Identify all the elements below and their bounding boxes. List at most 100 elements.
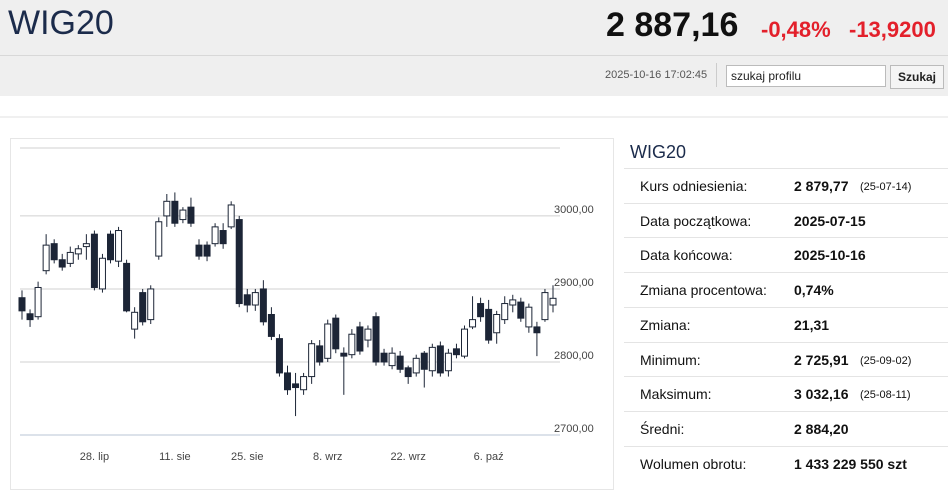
candle-body <box>139 292 147 323</box>
candle-body <box>235 219 243 305</box>
stats-label: Średni: <box>640 420 685 437</box>
candle-body <box>275 338 283 374</box>
candle-body <box>203 244 211 257</box>
candle-body <box>179 209 187 221</box>
candle-body <box>243 294 251 306</box>
candle-body <box>461 328 468 357</box>
candle-body <box>477 303 485 318</box>
candle-body <box>356 326 364 352</box>
candle-body <box>364 328 372 341</box>
x-tick-label: 28. lip <box>80 451 109 463</box>
candle-body <box>388 352 396 367</box>
stats-note: (25-07-14) <box>860 181 912 193</box>
x-tick-label: 11. sie <box>159 451 191 463</box>
candle-body <box>98 257 106 290</box>
candle-body <box>549 297 557 306</box>
timestamp: 2025-10-16 17:02:45 <box>605 69 708 81</box>
stats-row: Data końcowa: 2025-10-16 <box>624 237 948 272</box>
price: 2 887,16 <box>606 6 739 44</box>
x-tick-label: 22. wrz <box>390 451 425 463</box>
stats-row: Zmiana procentowa: 0,74% <box>624 272 948 307</box>
candle-body <box>18 297 26 312</box>
y-tick-label: 3000,00 <box>554 204 594 216</box>
stats-row: Data początkowa: 2025-07-15 <box>624 202 948 238</box>
candle-body <box>34 286 42 318</box>
stats-value: 0,74% <box>794 282 834 299</box>
candle-body <box>324 323 332 359</box>
y-tick-label: 2800,00 <box>554 350 594 362</box>
candle-body <box>316 345 324 363</box>
candle-body <box>74 248 82 255</box>
candle-body <box>195 244 203 257</box>
candle-body <box>187 206 195 224</box>
stats-label: Kurs odniesienia: <box>640 178 748 194</box>
candle-body <box>452 348 460 356</box>
stats-label: Maksimum: <box>640 386 712 403</box>
candle-body <box>107 233 114 261</box>
candle-body <box>404 367 412 378</box>
candle-body <box>227 204 235 228</box>
candle-body <box>348 333 356 356</box>
candle-body <box>171 200 179 224</box>
candle-body <box>115 230 123 262</box>
candle-body <box>372 316 380 363</box>
stats-row: Wolumen obrotu: 1 433 229 550 szt <box>624 445 948 481</box>
stats-row: Średni: 2 884,20 <box>624 410 948 446</box>
search-button[interactable]: Szukaj <box>890 65 944 89</box>
stats-label: Data początkowa: <box>640 212 752 229</box>
stats-note: (25-08-11) <box>860 389 911 402</box>
candle-body <box>90 233 98 288</box>
candle-body <box>420 352 428 370</box>
candle-body <box>284 372 291 391</box>
y-tick-label: 2700,00 <box>554 423 594 435</box>
candle-body <box>211 226 219 245</box>
candle-body <box>58 259 66 268</box>
candle-body <box>251 292 259 306</box>
stats-label: Zmiana: <box>640 316 691 333</box>
stats-value: 2025-07-15 <box>794 212 866 229</box>
stats-value: 21,31 <box>794 316 830 333</box>
candle-body <box>412 357 420 374</box>
candle-body <box>300 376 308 391</box>
change-pct: -0,48% <box>761 17 831 42</box>
x-tick-label: 8. wrz <box>313 451 342 463</box>
candle-body <box>267 314 275 337</box>
candle-body <box>380 352 388 363</box>
candle-body <box>396 355 404 370</box>
separator <box>0 55 948 56</box>
candle-body <box>501 303 509 321</box>
stats-row: Zmiana: 21,31 <box>624 306 948 342</box>
candle-body <box>444 352 452 372</box>
candle-body <box>533 326 541 334</box>
candle-body <box>42 244 50 272</box>
stats-label: Zmiana procentowa: <box>640 282 767 299</box>
stats-value: 2 879,77 <box>794 178 849 194</box>
candle-body <box>147 288 155 321</box>
change: -13,9200 <box>849 17 936 42</box>
candle-body <box>66 251 74 264</box>
candle-body <box>517 301 525 319</box>
stats-note: (25-09-02) <box>860 354 912 367</box>
x-tick-label: 25. sie <box>231 451 263 463</box>
stats-row: Maksimum: 3 032,16 (25-08-11) <box>624 376 948 411</box>
stats-label: Data końcowa: <box>640 247 733 264</box>
stats-label: Minimum: <box>640 351 701 368</box>
candle-body <box>292 383 300 389</box>
candle-body <box>131 311 139 330</box>
separator <box>716 63 717 87</box>
candle-body <box>219 230 227 245</box>
search-input[interactable]: szukaj profilu <box>726 65 886 87</box>
candle-body <box>123 262 131 312</box>
separator <box>0 116 948 118</box>
candle-body <box>82 243 90 248</box>
candle-body <box>509 299 517 306</box>
stats-value: 2025-10-16 <box>794 247 866 264</box>
stats-value: 3 032,16 <box>794 386 849 403</box>
candle-body <box>485 308 493 341</box>
index-title: WIG20 <box>8 4 114 42</box>
stats-value: 2 884,20 <box>794 420 849 437</box>
sidebar-title: WIG20 <box>630 142 687 162</box>
candle-body <box>332 317 340 350</box>
